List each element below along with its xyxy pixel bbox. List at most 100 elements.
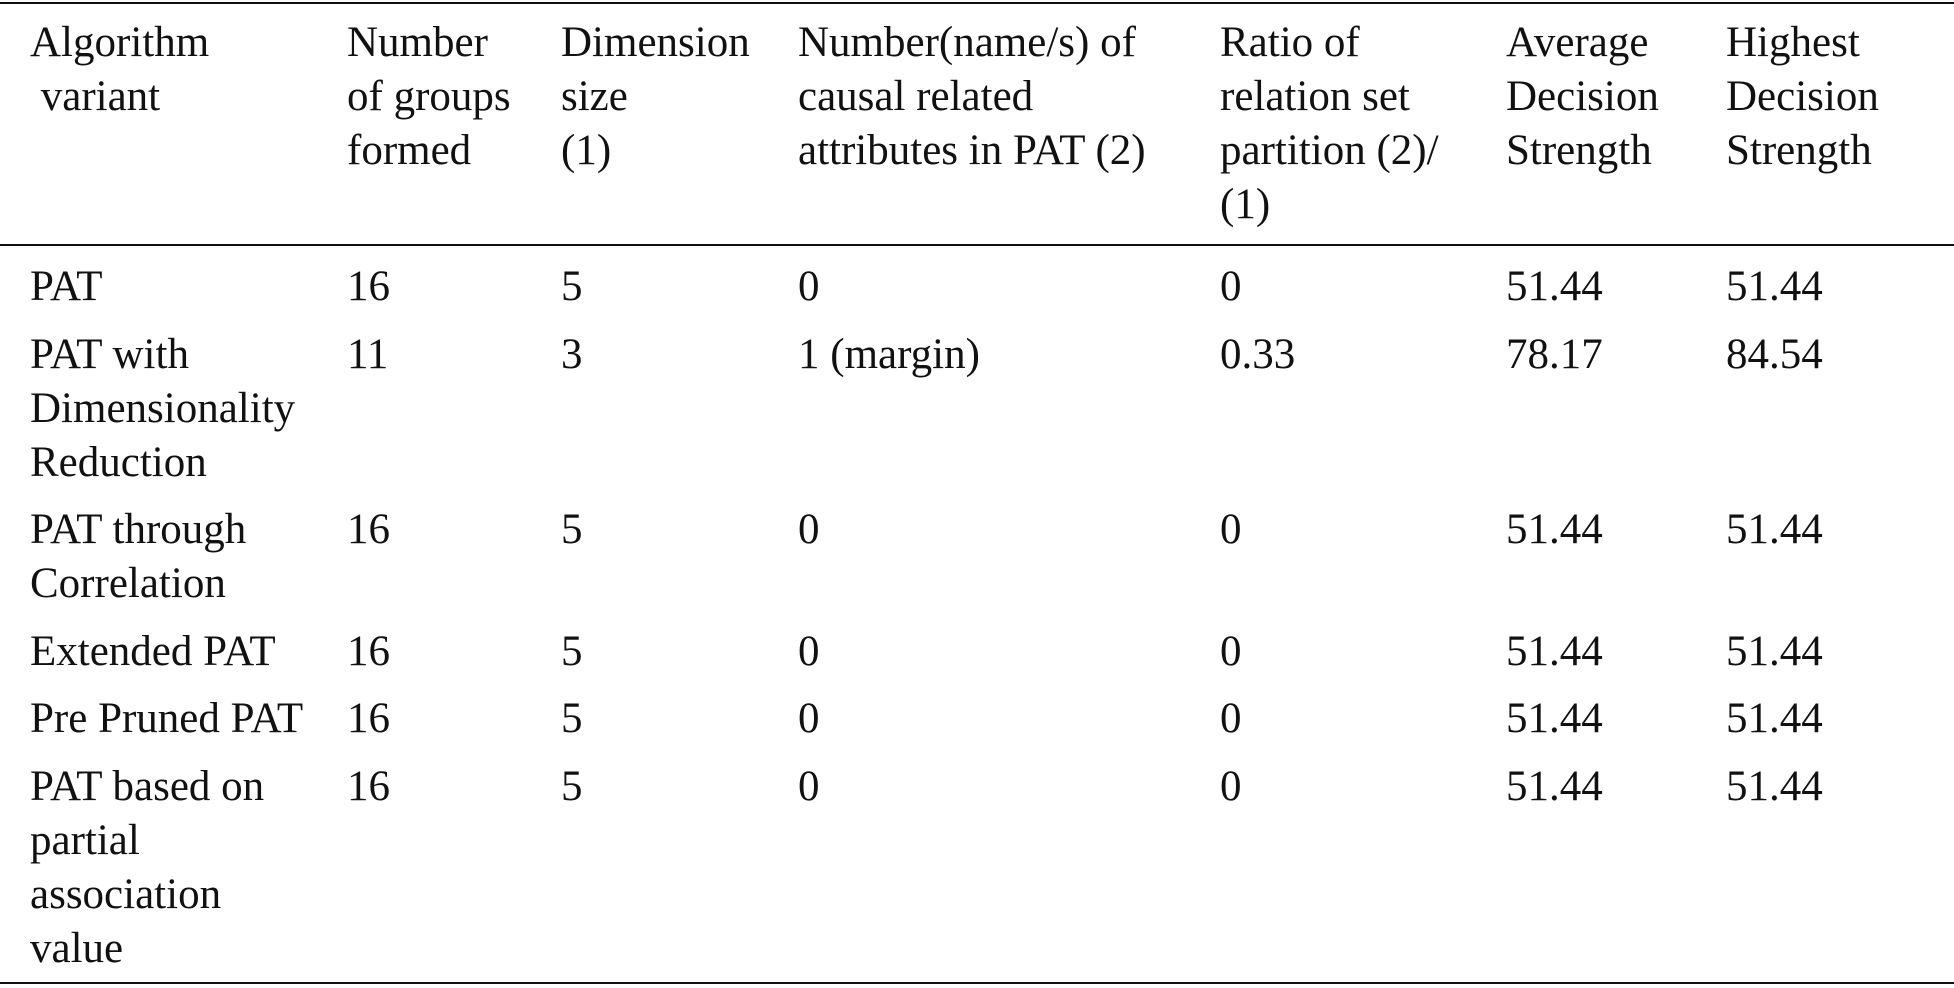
cell-line: 51.44 xyxy=(1726,506,1823,553)
cell-line: 0 xyxy=(798,506,820,553)
cell-line: 0 xyxy=(798,762,820,810)
header-cell: Highest Decision Strength xyxy=(1726,3,1954,245)
table-cell: 0.33 xyxy=(1220,321,1506,497)
table-cell: PAT through Correlation xyxy=(0,496,347,618)
cell-line: partial xyxy=(30,816,140,864)
table-cell: Extended PAT xyxy=(0,618,347,686)
header-cell: Dimension size (1) xyxy=(561,3,798,245)
cell-line: 5 xyxy=(561,506,583,553)
table-cell: 0 xyxy=(1220,618,1506,686)
cell-line: causal related xyxy=(798,73,1034,120)
cell-line: Decision xyxy=(1506,73,1659,120)
cell-line: (1) xyxy=(1220,181,1271,228)
table-cell: 0 xyxy=(1220,753,1506,984)
table-cell: 51.44 xyxy=(1726,618,1954,686)
cell-line: 16 xyxy=(347,695,390,742)
table-cell: 0 xyxy=(1220,245,1506,321)
table-cell: 0 xyxy=(798,245,1220,321)
cell-line: 16 xyxy=(347,762,390,810)
cell-line: Dimension xyxy=(561,19,750,66)
cell-line: of groups xyxy=(347,73,511,120)
cell-line: 51.44 xyxy=(1726,627,1823,675)
cell-line: 5 xyxy=(561,263,583,310)
table-cell: 51.44 xyxy=(1506,618,1726,686)
table-cell: 0 xyxy=(798,685,1220,753)
cell-line: Average xyxy=(1506,19,1649,66)
cell-line: 16 xyxy=(347,627,390,675)
table-header: Algorithm variant Number of groups formed Di… xyxy=(0,3,1954,245)
cell-line: 0.33 xyxy=(1220,330,1296,378)
table-cell: 5 xyxy=(561,685,798,753)
table-cell: 16 xyxy=(347,685,561,753)
header-row: Algorithm variant Number of groups formed Di… xyxy=(0,3,1954,245)
table-cell: 3 xyxy=(561,321,798,497)
cell-line: 0 xyxy=(798,627,820,675)
table-cell: 0 xyxy=(798,618,1220,686)
table-cell: 1 (margin) xyxy=(798,321,1220,497)
table-row: PAT based on partial association value 16 5 0 0… xyxy=(0,753,1954,984)
cell-line: PAT with xyxy=(30,330,189,378)
table-cell: 5 xyxy=(561,618,798,686)
cell-line: Strength xyxy=(1726,127,1872,174)
cell-line: value xyxy=(30,924,124,972)
table-cell: 0 xyxy=(1220,685,1506,753)
cell-line: 51.44 xyxy=(1506,506,1603,553)
table-cell: 51.44 xyxy=(1506,753,1726,984)
table-cell: PAT xyxy=(0,245,347,321)
header-cell: Number(name/s) of causal related attribute… xyxy=(798,3,1220,245)
cell-line: 5 xyxy=(561,695,583,742)
table-cell: 51.44 xyxy=(1726,245,1954,321)
table-cell: 0 xyxy=(798,496,1220,618)
cell-line: partition (2)/ xyxy=(1220,127,1439,174)
cell-line: 1 (margin) xyxy=(798,330,980,378)
table-cell: 16 xyxy=(347,245,561,321)
cell-line: 0 xyxy=(798,263,820,310)
table-cell: 16 xyxy=(347,496,561,618)
cell-line: Pre Pruned PAT xyxy=(30,695,304,742)
table-cell: PAT based on partial association value xyxy=(0,753,347,984)
table-cell: 5 xyxy=(561,496,798,618)
table-cell: 11 xyxy=(347,321,561,497)
table-row: Extended PAT 16 5 0 0 51.44 51.44 xyxy=(0,618,1954,686)
table-body: PAT 16 5 0 0 51.44 51.44 PAT with Dimensionality… xyxy=(0,245,1954,983)
cell-line: formed xyxy=(347,127,472,174)
header-cell: Algorithm variant xyxy=(0,3,347,245)
table-cell: 51.44 xyxy=(1506,245,1726,321)
cell-line: association xyxy=(30,870,222,918)
table-row: PAT with Dimensionality Reduction 11 3 1 (mar… xyxy=(0,321,1954,497)
cell-line: 0 xyxy=(1220,762,1242,810)
header-cell: Average Decision Strength xyxy=(1506,3,1726,245)
cell-line: Extended PAT xyxy=(30,627,276,675)
cell-line: 5 xyxy=(561,627,583,675)
cell-line: Highest xyxy=(1726,19,1860,66)
cell-line: Algorithm xyxy=(30,19,210,66)
header-cell: Ratio of relation set partition (2)/ (1) xyxy=(1220,3,1506,245)
cell-line: Decision xyxy=(1726,73,1879,120)
cell-line: 51.44 xyxy=(1726,762,1823,810)
cell-line: 78.17 xyxy=(1506,330,1603,378)
cell-line: relation set xyxy=(1220,73,1410,120)
cell-line: variant xyxy=(30,73,161,120)
header-cell: Number of groups formed xyxy=(347,3,561,245)
cell-line: (1) xyxy=(561,127,612,174)
cell-line: 16 xyxy=(347,263,390,310)
table-cell: 51.44 xyxy=(1506,496,1726,618)
cell-line: 51.44 xyxy=(1506,263,1603,310)
cell-line: 51.44 xyxy=(1726,263,1823,310)
table-cell: 0 xyxy=(1220,496,1506,618)
cell-line: 0 xyxy=(1220,506,1242,553)
cell-line: size xyxy=(561,73,628,120)
table-cell: 84.54 xyxy=(1726,321,1954,497)
table-row: PAT 16 5 0 0 51.44 51.44 xyxy=(0,245,1954,321)
cell-line: Dimensionality xyxy=(30,384,296,432)
table-cell: Pre Pruned PAT xyxy=(0,685,347,753)
cell-line: PAT through xyxy=(30,506,247,553)
cell-line: 0 xyxy=(1220,627,1242,675)
cell-line: Ratio of xyxy=(1220,19,1360,66)
cell-line: Number(name/s) of xyxy=(798,19,1136,66)
table-cell: 16 xyxy=(347,753,561,984)
table-cell: 0 xyxy=(798,753,1220,984)
cell-line: PAT based on xyxy=(30,762,265,810)
